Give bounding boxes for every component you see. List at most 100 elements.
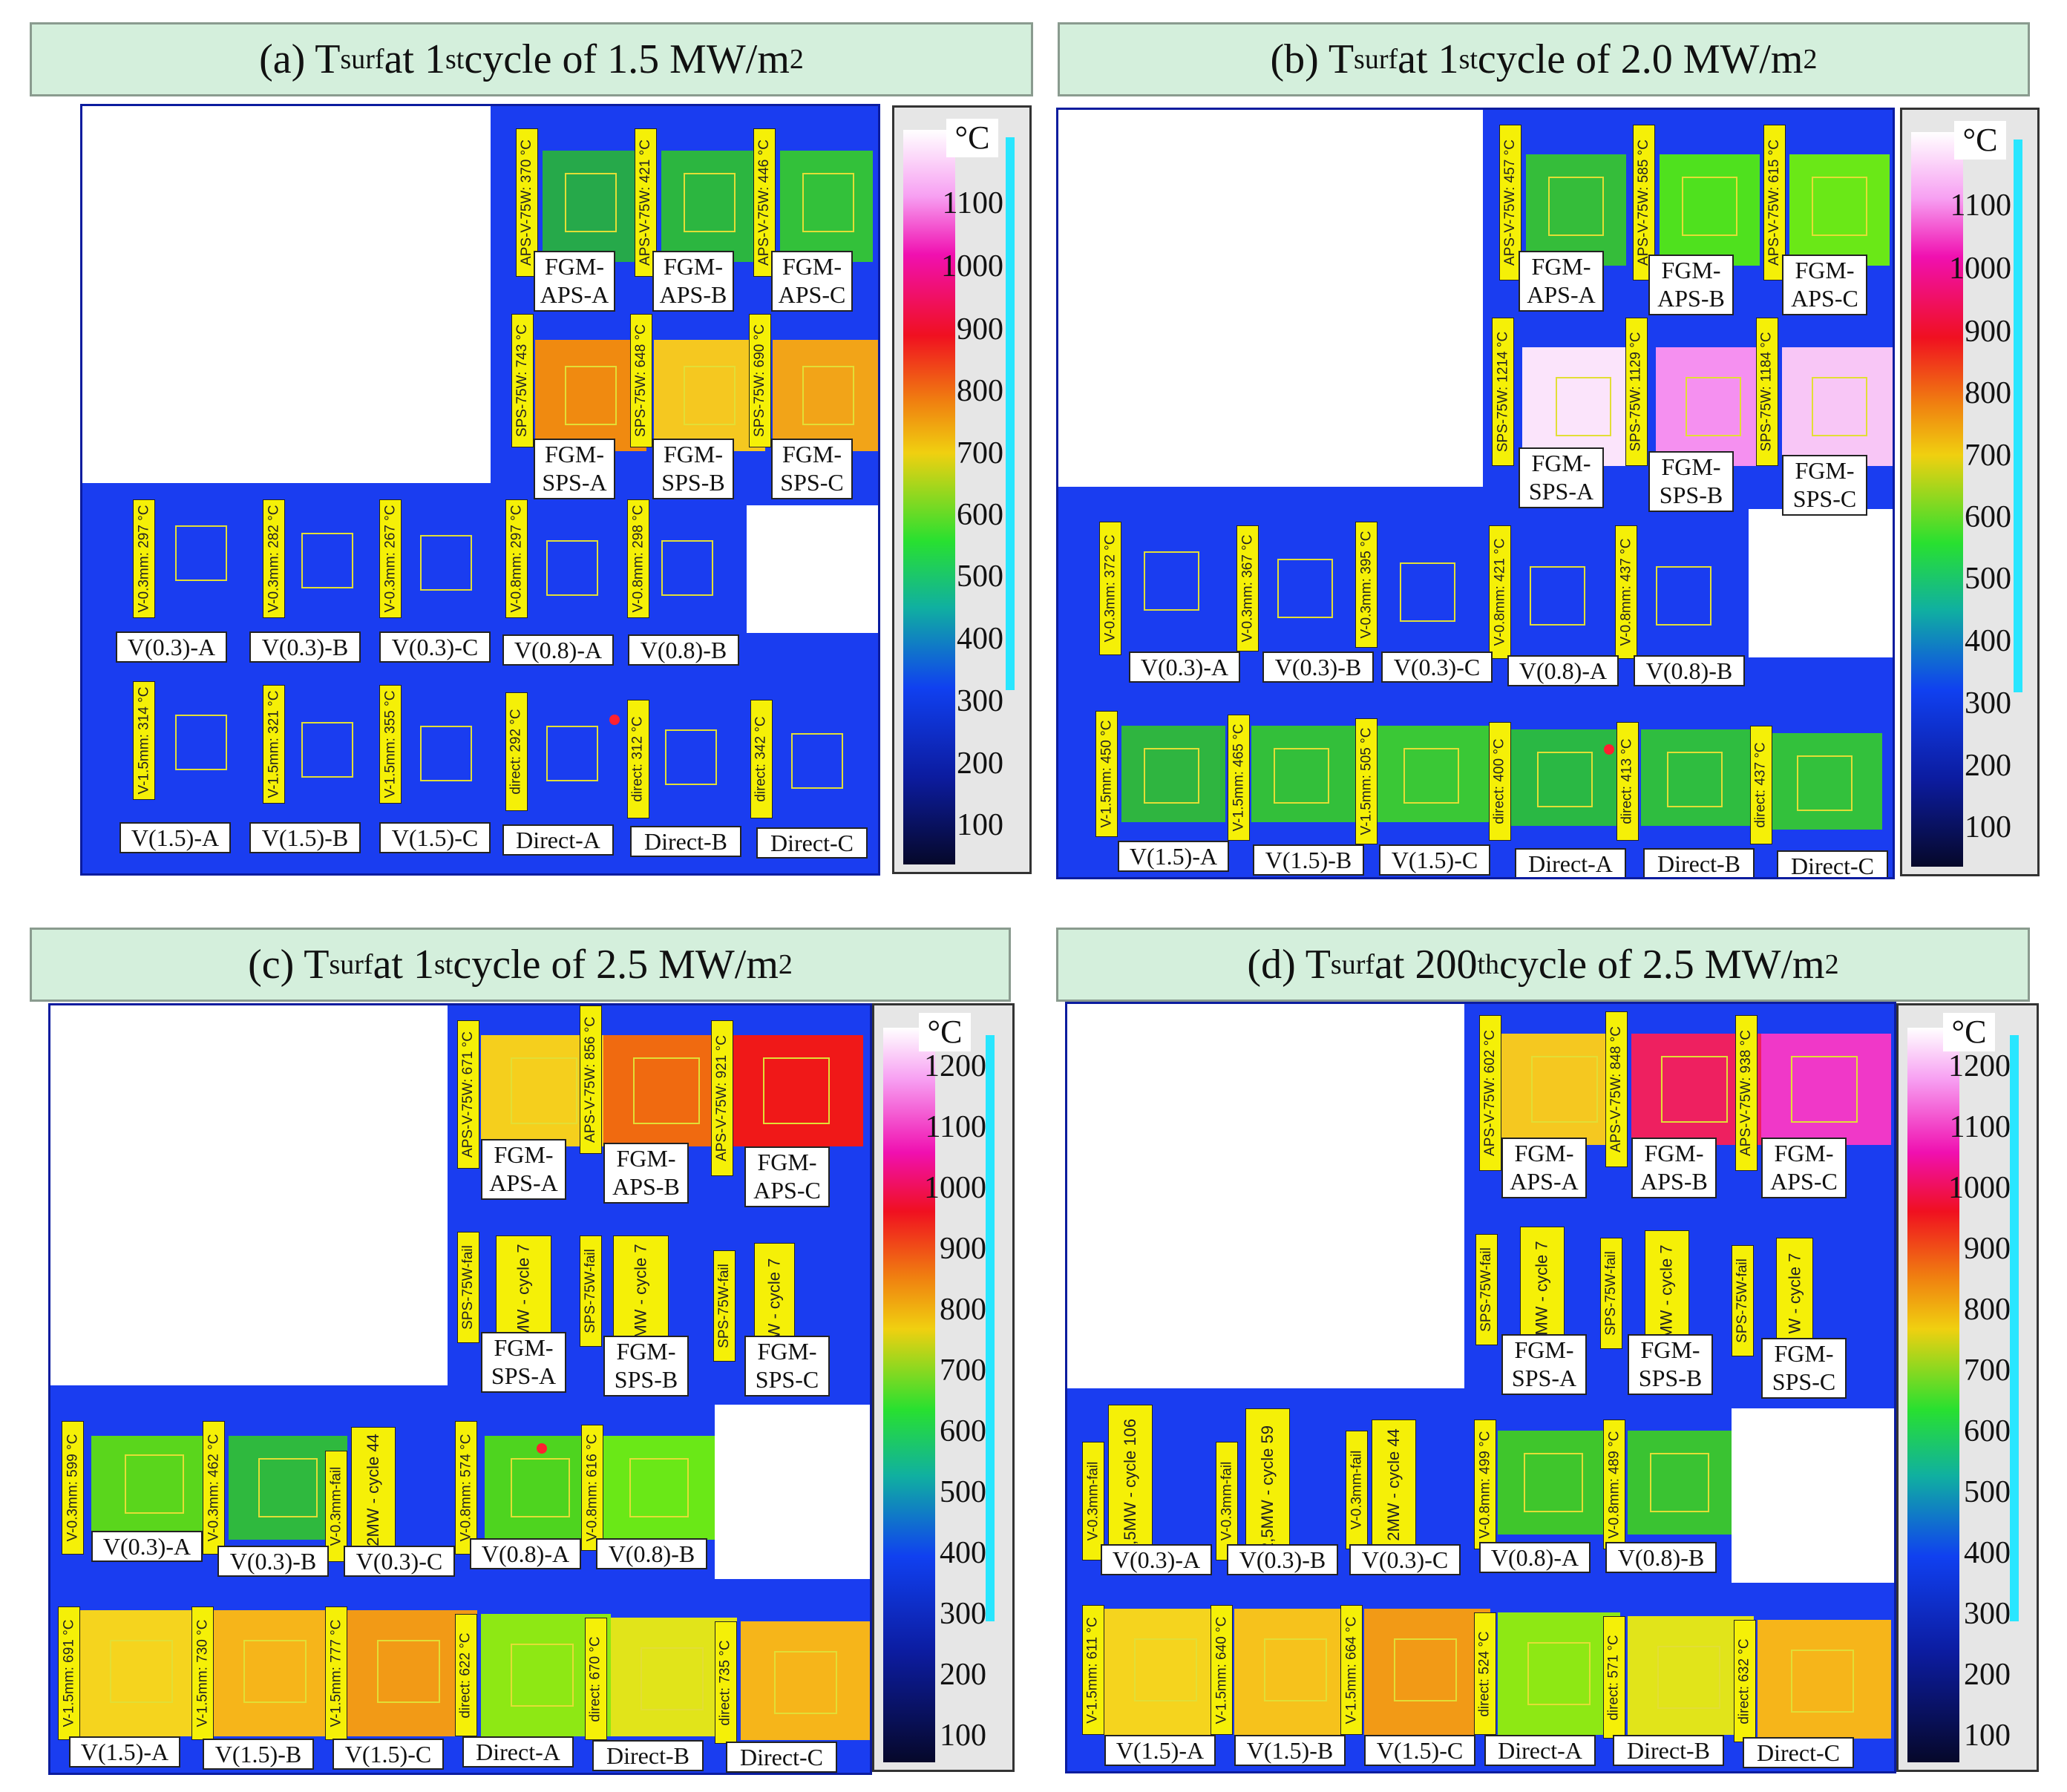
temp-tag: direct: 437 °C xyxy=(1750,726,1772,844)
temp-tag: V-1.5mm: 450 °C xyxy=(1095,711,1118,837)
sample-label: FGM- SPS-B xyxy=(603,1336,689,1396)
sample-label: V(1.5)-B xyxy=(249,822,361,853)
sample-label: V(1.5)-C xyxy=(333,1739,444,1770)
sample-label: FGM- APS-A xyxy=(1519,251,1604,312)
tile-v08-b xyxy=(1628,1431,1732,1535)
temp-tag: direct: 413 °C xyxy=(1616,722,1639,841)
sample-label: Direct-C xyxy=(756,827,868,859)
tile-fgm-aps-c xyxy=(1789,154,1890,266)
tile-direct-c xyxy=(1758,1620,1891,1739)
sample-label: Direct-B xyxy=(630,826,741,857)
sample-label: V(0.8)-A xyxy=(470,1538,581,1569)
temp-tag: V-1.5mm: 314 °C xyxy=(133,681,155,800)
temp-tag: APS-V-75W: 446 °C xyxy=(753,128,776,277)
tile-v15-c xyxy=(1364,1609,1490,1735)
sample-label: Direct-B xyxy=(1643,848,1755,877)
sample-label: V(0.8)-A xyxy=(502,634,614,666)
temp-tag: direct: 632 °C xyxy=(1734,1620,1756,1742)
sample-label: FGM- APS-B xyxy=(1648,255,1734,315)
sample-label: V(1.5)-B xyxy=(203,1739,314,1770)
sample-label: V(0.3)-A xyxy=(1101,1544,1212,1575)
temp-tag: APS-V-75W: 921 °C xyxy=(711,1020,733,1176)
sample-label: FGM- SPS-A xyxy=(534,439,615,499)
temp-tag: V-0.8mm: 574 °C xyxy=(455,1421,477,1555)
roi-box xyxy=(791,733,843,789)
temp-tag: V-0.8mm: 298 °C xyxy=(627,499,649,618)
tile-direct-c xyxy=(1771,733,1882,830)
sample-label: FGM- APS-A xyxy=(534,251,615,312)
sample-label: V(0.8)-A xyxy=(1479,1542,1591,1573)
tile-v15-a xyxy=(1121,726,1225,822)
temp-tag: V-0.3mm: 282 °C xyxy=(263,499,285,618)
temp-tag: V-1.5mm: 664 °C xyxy=(1340,1605,1363,1735)
sample-label: FGM- SPS-C xyxy=(744,1336,830,1396)
sample-label: Direct-A xyxy=(1484,1735,1596,1766)
temp-tag: SPS-75W-fail xyxy=(1732,1245,1754,1356)
sample-label: V(0.3)-B xyxy=(1227,1544,1338,1575)
temp-tag: SPS-75W: 1129 °C xyxy=(1625,318,1648,466)
temp-tag: V-1.5mm: 777 °C xyxy=(325,1606,347,1740)
sample-label: V(0.8)-B xyxy=(628,634,739,666)
sample-label: V(1.5)-A xyxy=(1118,841,1229,872)
temp-tag: direct: 735 °C xyxy=(715,1621,737,1744)
temp-tag: direct: 342 °C xyxy=(750,700,773,818)
tile-v08-a xyxy=(1498,1431,1616,1535)
roi-box xyxy=(175,715,227,770)
sample-label: V(0.3)-B xyxy=(1262,652,1374,683)
fail-tag: 2MW - cycle 44 xyxy=(351,1427,396,1553)
temp-tag: direct: 292 °C xyxy=(505,692,528,811)
temp-tag: APS-V-75W: 671 °C xyxy=(457,1020,479,1169)
tile-fgm-aps-b xyxy=(603,1035,726,1146)
colorbar-b: °C 1100 1000 900 800 700 600 500 400 300… xyxy=(1900,108,2040,876)
fail-tag: MW - cycle 7 xyxy=(1645,1230,1689,1353)
colorbar-d: °C 1200 1100 1000 900 800 700 600 500 40… xyxy=(1896,1003,2039,1772)
roi-box xyxy=(546,726,598,781)
temp-tag: V-1.5mm: 611 °C xyxy=(1082,1605,1104,1735)
sample-label: FGM- APS-C xyxy=(771,251,853,312)
tile-fgm-aps-c xyxy=(780,151,873,262)
tile-fgm-aps-b xyxy=(1660,154,1760,266)
thermal-image-b: APS-V-75W: 457 °C APS-V-75W: 585 °C APS-… xyxy=(1056,108,1895,879)
temp-tag: V-1.5mm: 321 °C xyxy=(263,685,285,804)
sample-label: FGM- APS-C xyxy=(1761,1138,1847,1198)
temp-tag: SPS-75W: 1214 °C xyxy=(1492,318,1514,466)
temp-tag: V-1.5mm: 505 °C xyxy=(1355,718,1378,844)
sample-label: Direct-C xyxy=(1743,1737,1854,1768)
tile-v15-c xyxy=(1378,726,1489,822)
tile-fgm-sps-b xyxy=(654,340,765,451)
temp-tag: V-0.8mm: 616 °C xyxy=(581,1425,603,1551)
sample-label: V(0.3)-C xyxy=(379,631,491,663)
tile-v15-b xyxy=(1234,1609,1357,1735)
temp-tag: SPS-75W-fail xyxy=(580,1235,602,1347)
colorbar-c: °C 1200 1100 1000 900 800 700 600 500 40… xyxy=(872,1003,1015,1772)
sample-label: Direct-C xyxy=(726,1742,837,1773)
fail-tag: MW - cycle 7 xyxy=(613,1235,669,1347)
temp-tag: V-1.5mm: 640 °C xyxy=(1211,1605,1233,1735)
temp-tag: direct: 571 °C xyxy=(1603,1616,1625,1739)
tile-fgm-sps-a xyxy=(535,340,646,451)
sample-label: V(0.3)-C xyxy=(1349,1544,1461,1575)
temp-tag: V-1.5mm: 465 °C xyxy=(1228,715,1250,841)
sample-label: V(1.5)-C xyxy=(1364,1735,1475,1766)
temp-tag: V-1.5mm: 691 °C xyxy=(58,1606,80,1740)
fail-tag: 2,5MW - cycle 59 xyxy=(1245,1408,1290,1568)
temp-tag: SPS-75W-fail xyxy=(1475,1234,1498,1345)
tile-fgm-aps-c xyxy=(1761,1034,1891,1145)
sample-label: Direct-C xyxy=(1777,850,1888,877)
sample-label: V(1.5)-A xyxy=(69,1736,180,1768)
fail-tag: 2MW - cycle 44 xyxy=(1372,1420,1416,1549)
thermal-image-d: APS-V-75W: 602 °C APS-V-75W: 848 °C APS-… xyxy=(1065,1002,1896,1773)
sample-label: FGM- SPS-C xyxy=(1782,455,1867,516)
roi-box xyxy=(1144,551,1199,611)
temp-tag: V-0.3mm-fail xyxy=(1346,1431,1368,1549)
temp-tag: V-0.3mm-fail xyxy=(1216,1442,1238,1560)
temp-tag: V-0.3mm-fail xyxy=(1082,1442,1104,1560)
sample-label: V(1.5)-A xyxy=(1104,1735,1216,1766)
roi-box xyxy=(661,540,713,596)
sample-label: FGM- SPS-A xyxy=(1519,447,1604,508)
roi-box xyxy=(420,535,472,591)
sample-label: FGM- SPS-C xyxy=(1761,1338,1847,1399)
sample-label: V(1.5)-A xyxy=(119,822,231,853)
roi-box xyxy=(1400,562,1455,622)
